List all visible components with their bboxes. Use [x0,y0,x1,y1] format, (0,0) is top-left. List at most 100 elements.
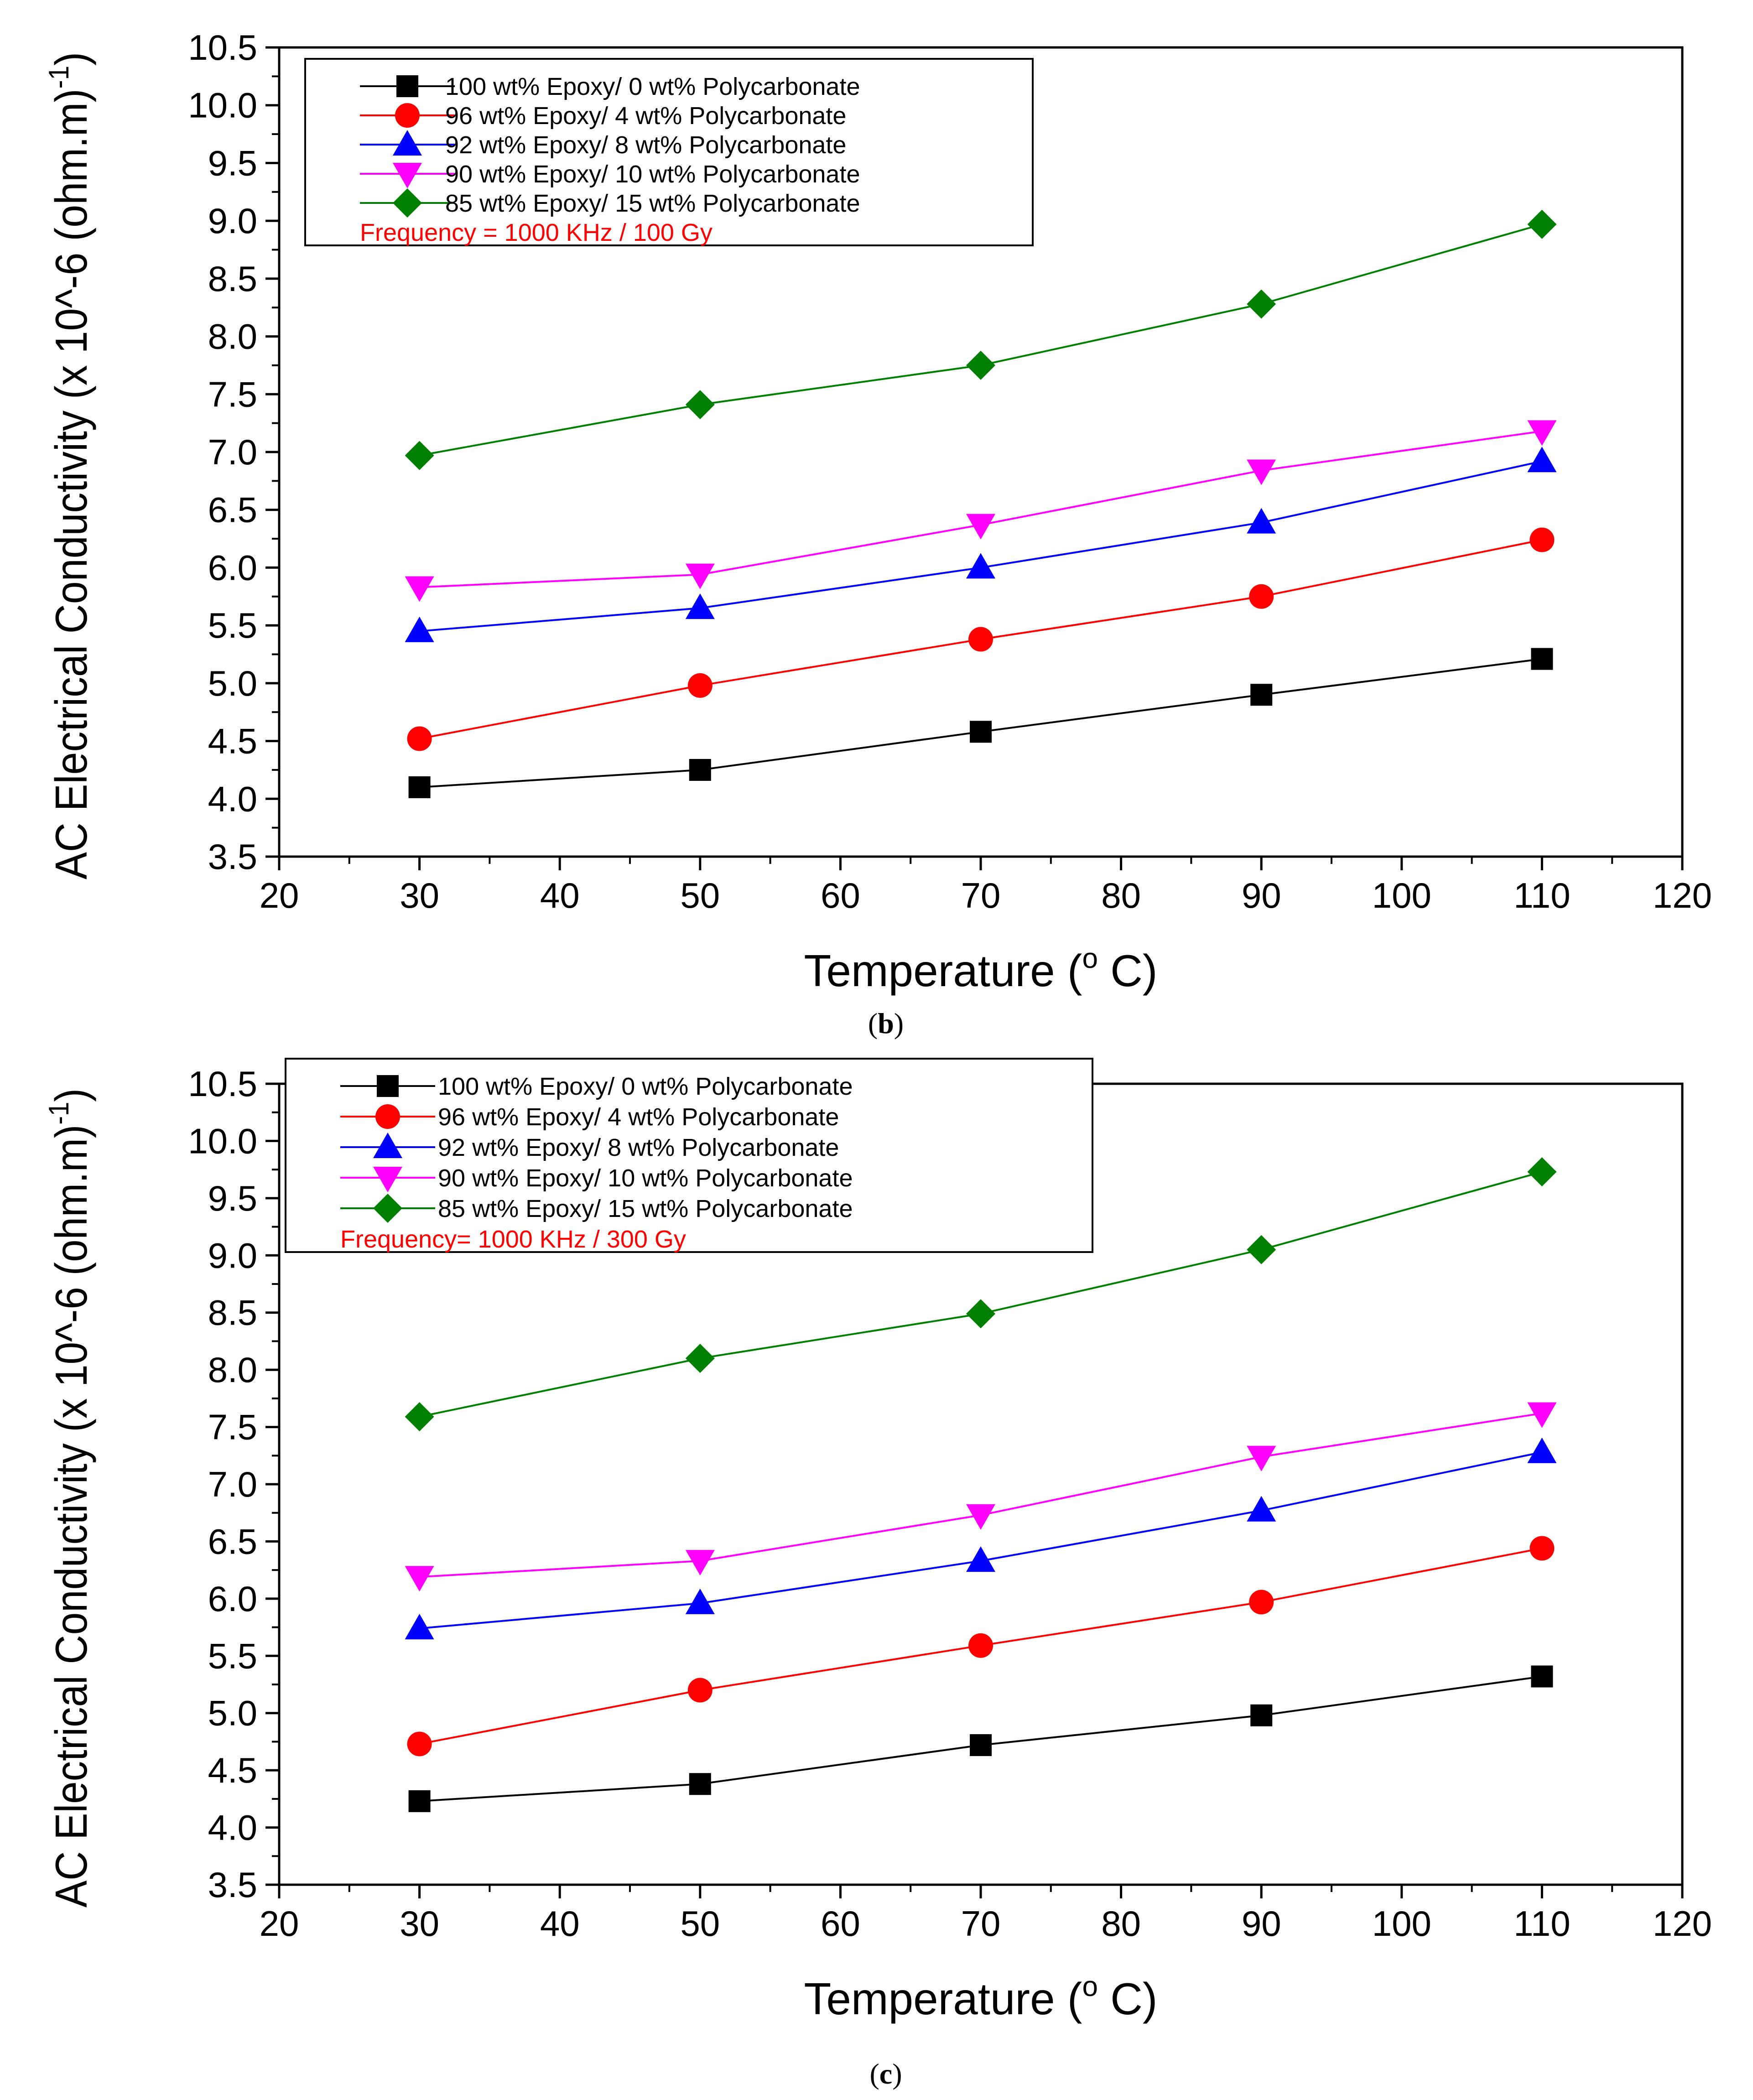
y-tick-label: 10.0 [188,1121,257,1161]
x-tick-label: 90 [1242,875,1281,915]
chart-panel-c: 20 30 40 50 60 70 80 90 100 110 120 3.5 4.0 4.5 5.0 5.5… [43,1058,1712,2090]
x-tick-label: 20 [260,1903,299,1944]
data-point [685,390,715,420]
data-point [685,1550,715,1576]
y-tick-label: 9.5 [208,1178,257,1218]
data-point [1247,1445,1276,1471]
data-point [1249,1590,1274,1615]
legend-marker-2 [373,1133,402,1158]
data-point [407,726,432,751]
legend-label-4: 85 wt% Epoxy/ 15 wt% Polycarbonate [438,1195,853,1222]
data-point [687,1678,713,1703]
x-tick-label: 100 [1372,1903,1431,1944]
y-tick-label: 4.0 [208,1808,257,1848]
series-line-4 [419,223,1542,457]
x-tick-label: 110 [1514,875,1570,915]
legend-label-0: 100 wt% Epoxy/ 0 wt% Polycarbonate [438,1073,853,1100]
y-tick-label: 7.0 [208,1464,257,1504]
legend-label-2: 92 wt% Epoxy/ 8 wt% Polycarbonate [445,131,846,159]
legend-label-3: 90 wt% Epoxy/ 10 wt% Polycarbonate [438,1164,853,1192]
y-tick-label: 6.5 [208,490,257,530]
data-point [685,563,715,589]
data-point [689,1773,711,1795]
data-point [685,1588,715,1614]
x-tick-label: 40 [540,875,580,915]
legend-marker-1 [395,103,420,128]
y-tick-label: 5.5 [208,1636,257,1676]
data-point [1527,447,1557,473]
x-axis-title-sup: o [1082,943,1098,974]
data-point [970,1734,992,1756]
y-tick-label: 6.5 [208,1521,257,1561]
data-point [970,721,992,743]
x-tick-label: 30 [400,1903,439,1944]
data-point [1250,684,1273,706]
caption-open: ( [868,1007,878,1040]
legend-note: Frequency= 1000 KHz / 300 Gy [340,1226,686,1253]
legend-marker-4 [393,188,422,218]
y-axis-title-end: ) [46,52,96,66]
data-point [1247,1496,1276,1522]
x-tick-label: 40 [540,1903,580,1944]
legend-box [304,58,1034,246]
legend-note: Frequency = 1000 KHz / 100 Gy [360,219,713,246]
x-axis-title-sup: o [1082,1971,1098,2002]
caption-letter: b [878,1007,894,1040]
data-point [966,1546,995,1572]
data-point [966,553,995,579]
x-tick-label: 110 [1514,1903,1570,1944]
series-line-2 [419,460,1542,632]
legend-marker-3 [373,1167,402,1192]
legend-marker-4 [373,1194,402,1223]
y-tick-label: 5.0 [208,1693,257,1733]
data-point [966,514,995,540]
legend-marker-2 [393,130,422,156]
y-tick-label: 4.5 [208,721,257,761]
y-axis-title-sup: -1 [43,66,75,89]
data-point [405,1566,434,1592]
data-point [408,1790,431,1812]
x-tick-label: 100 [1372,875,1431,915]
y-tick-label: 9.0 [208,1235,257,1275]
chart-panel-b: 20 30 40 50 60 70 80 90 100 110 120 3.5 4.0 4.5 5.0 5.5… [43,27,1712,1040]
x-tick-label: 30 [400,875,439,915]
series-line-2 [419,1451,1542,1630]
data-point [1527,1157,1557,1187]
data-point [1529,1536,1555,1561]
y-tick-label: 6.0 [208,547,257,587]
legend-marker-3 [393,163,422,188]
y-tick-label: 4.5 [208,1750,257,1790]
data-point [1247,459,1276,485]
legend-label-1: 96 wt% Epoxy/ 4 wt% Polycarbonate [438,1103,839,1131]
data-point [968,1633,993,1658]
x-tick-label: 20 [260,875,299,915]
legend-label-3: 90 wt% Epoxy/ 10 wt% Polycarbonate [445,161,860,188]
y-tick-label: 8.0 [208,1350,257,1390]
data-point [968,627,993,652]
x-axis-title: Temperature (o C) [804,943,1157,996]
panel-caption: (b) [868,1007,904,1040]
data-point [966,350,995,380]
data-point [1527,209,1557,239]
y-tick-label: 7.5 [208,374,257,414]
x-tick-label: 50 [680,875,720,915]
legend-marker-0 [377,1075,399,1097]
y-axis-title-sup: -1 [43,1102,75,1125]
x-tick-label: 80 [1101,1903,1141,1944]
legend-marker-1 [375,1104,400,1129]
data-point [966,1299,995,1329]
y-tick-label: 5.5 [208,605,257,645]
data-point [1247,1235,1276,1264]
y-tick-label: 9.5 [208,143,257,183]
data-point [405,1402,434,1431]
y-axis-title-main: AC Electrical Conductivity (x 10^-6 (ohm… [46,88,96,879]
y-tick-label: 8.0 [208,317,257,357]
data-point [1249,584,1274,609]
y-axis-title: AC Electrical Conductivity (x 10^-6 (ohm… [43,1088,96,1908]
data-point [966,1504,995,1530]
panel-caption: (c) [869,2058,902,2090]
x-axis-title-end: C) [1098,946,1158,996]
x-tick-label: 120 [1653,1903,1712,1944]
y-tick-label: 9.0 [208,201,257,241]
